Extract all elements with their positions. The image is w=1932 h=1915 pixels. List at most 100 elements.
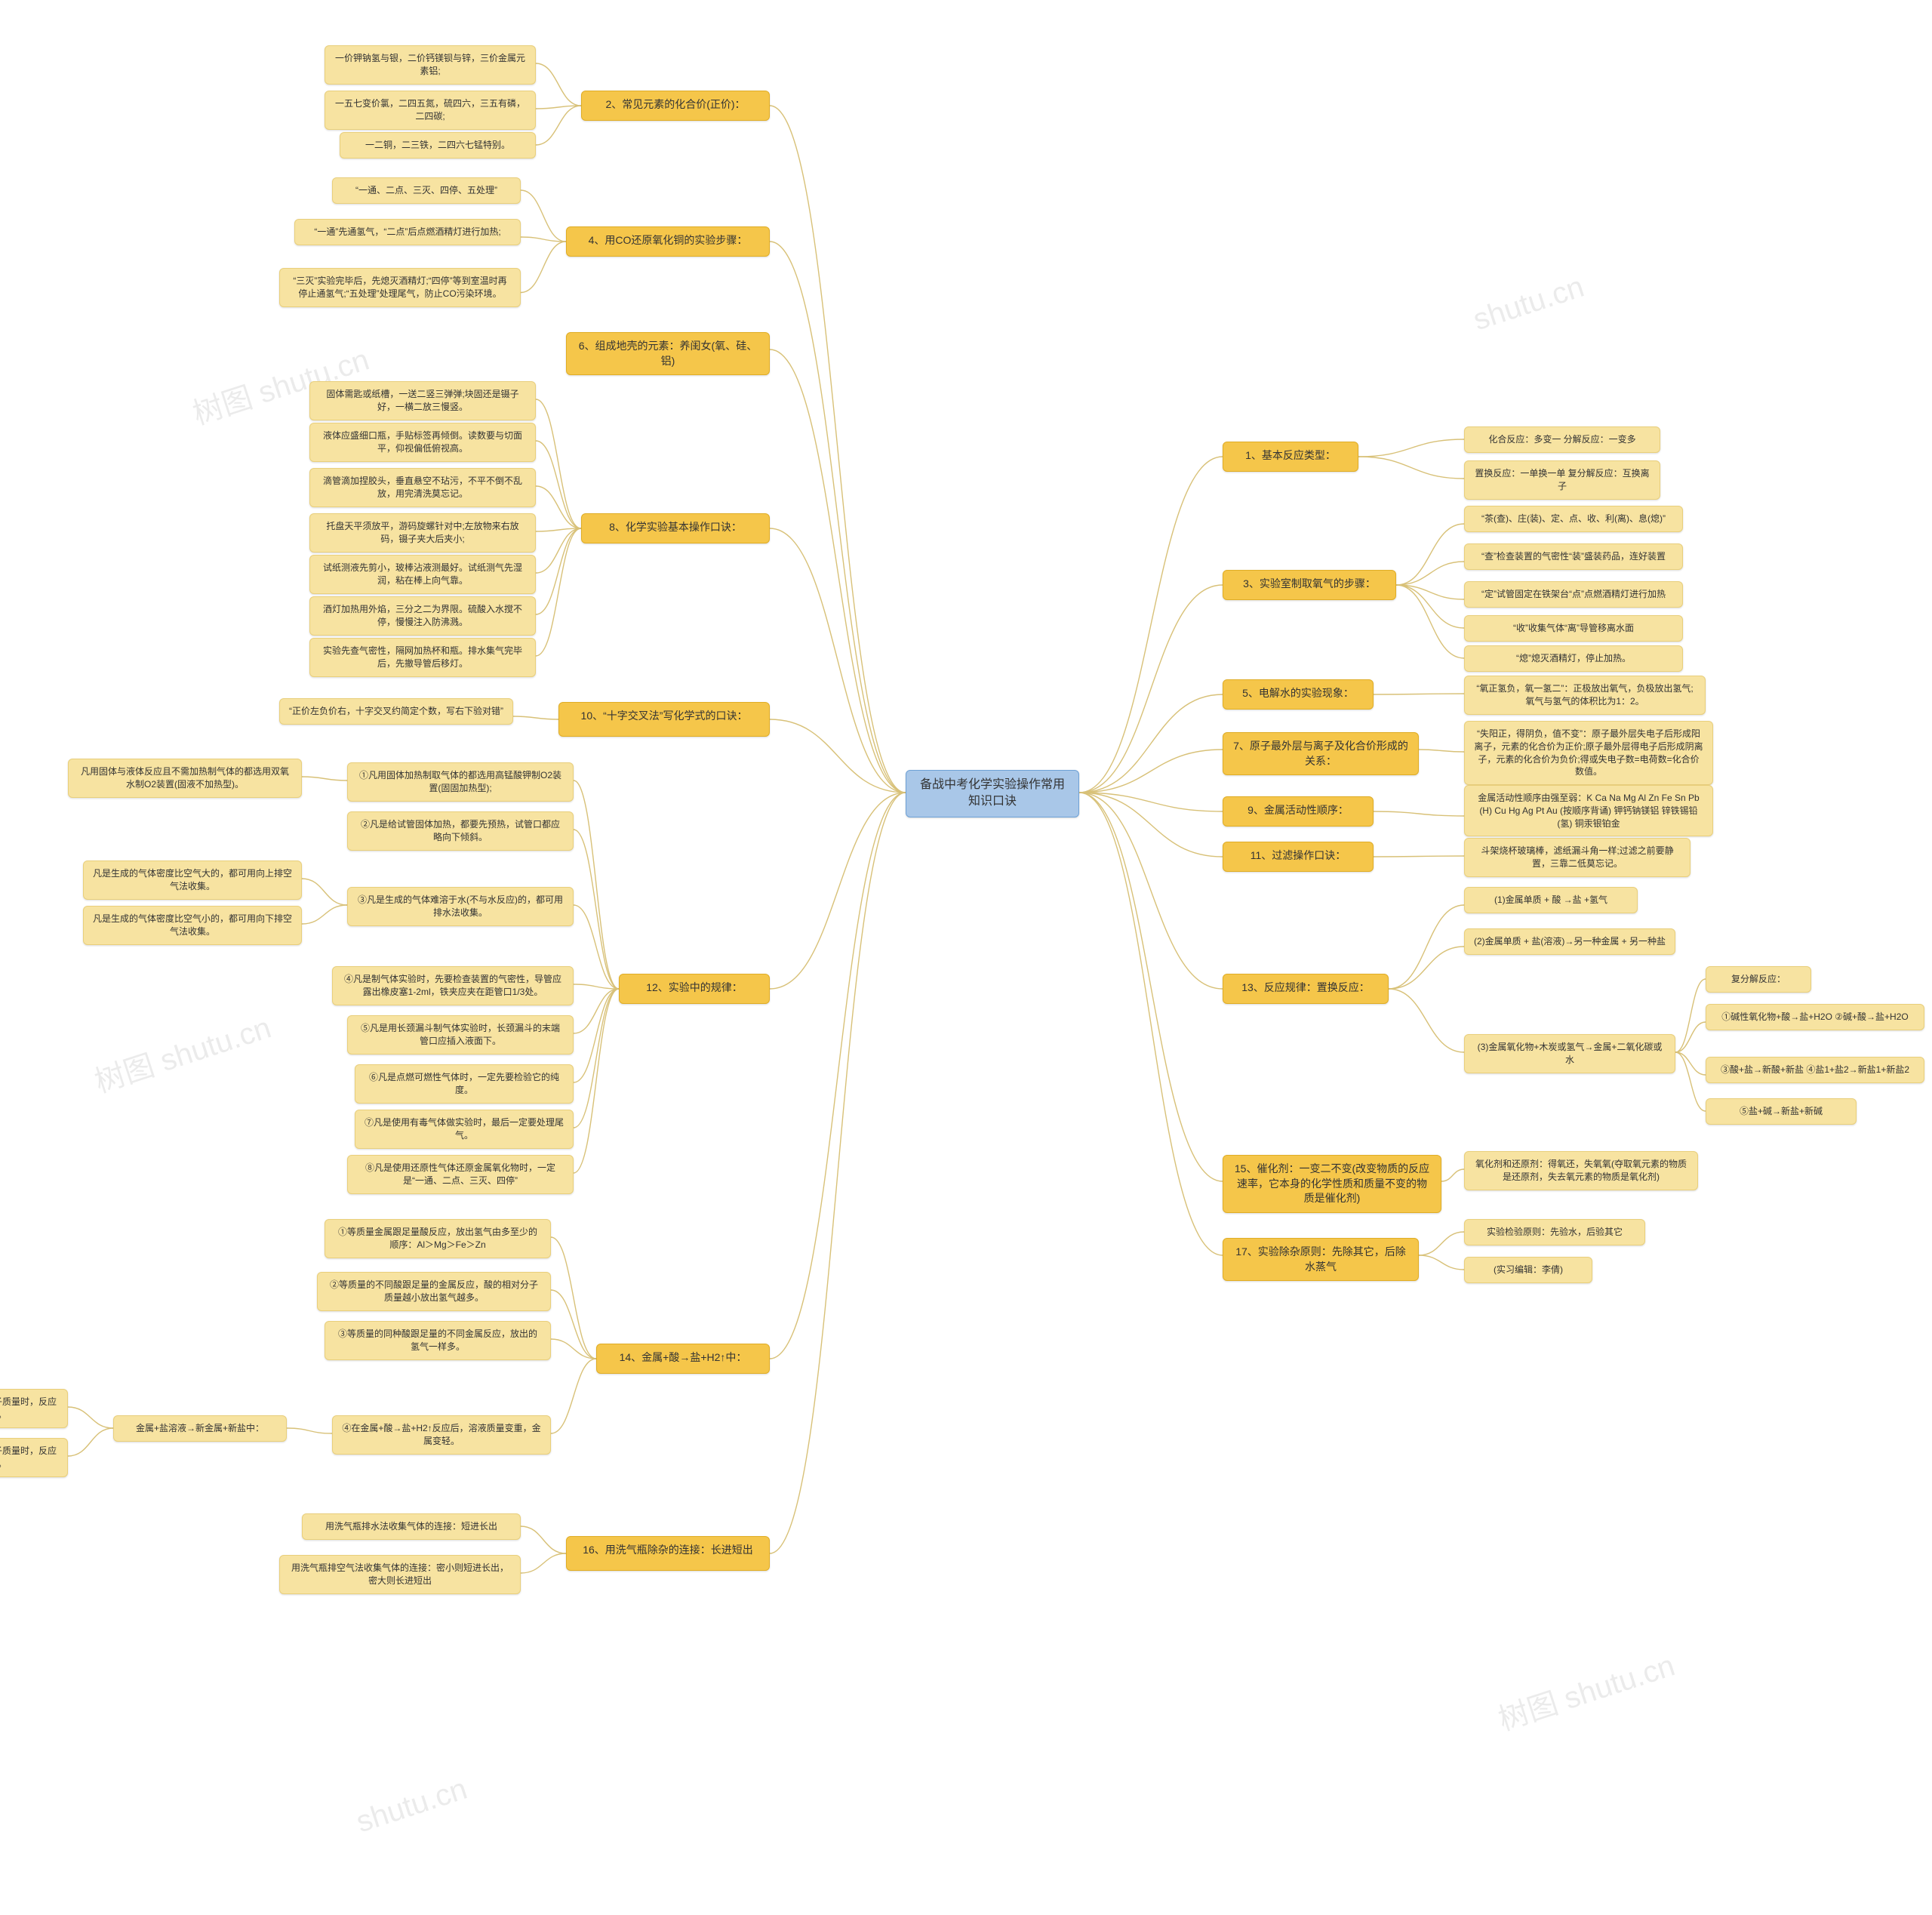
leaf-node-label: “一通”先通氢气，“二点”后点燃酒精灯进行加热;: [314, 226, 500, 237]
branch-node: 10、“十字交叉法”写化学式的口诀：: [558, 702, 770, 737]
watermark: 树图 shutu.cn: [1492, 1641, 1679, 1739]
leaf-node-label: 置换反应：一单换一单 复分解反应：互换离子: [1475, 468, 1649, 491]
leaf-node-label: ②金属的相对原子质量＜新金属的相对原子质量时，反应后溶液的质量变轻，金属变重。: [0, 1445, 57, 1469]
leaf-node-label: 氧化剂和还原剂：得氧还，失氧氧(夺取氧元素的物质是还原剂，失去氧元素的物质是氧化…: [1475, 1159, 1687, 1182]
leaf-node-label: 滴管滴加捏胶头，垂直悬空不玷污，不平不倒不乱放，用完清洗莫忘记。: [323, 476, 522, 499]
branch-node: 8、化学实验基本操作口诀：: [581, 513, 770, 543]
leaf-node-label: 金属活动性顺序由强至弱：K Ca Na Mg Al Zn Fe Sn Pb (H…: [1478, 793, 1699, 829]
leaf-node: ①碱性氧化物+酸→盐+H2O ②碱+酸→盐+H2O: [1706, 1004, 1924, 1030]
branch-node: 9、金属活动性顺序：: [1223, 796, 1374, 827]
leaf-node-label: ⑥凡是点燃可燃性气体时，一定先要检验它的纯度。: [369, 1072, 559, 1095]
leaf-node-label: ④在金属+酸→盐+H2↑反应后，溶液质量变重，金属变轻。: [342, 1423, 540, 1446]
leaf-node: “定”试管固定在铁架台“点”点燃酒精灯进行加热: [1464, 581, 1683, 608]
branch-node-label: 17、实验除杂原则：先除其它，后除水蒸气: [1235, 1245, 1406, 1273]
leaf-node: ①凡用固体加热制取气体的都选用高锰酸钾制O2装置(固固加热型);: [347, 762, 574, 802]
leaf-node-label: 复分解反应：: [1731, 974, 1786, 984]
leaf-node: “三灭”实验完毕后，先熄灭酒精灯;“四停”等到室温时再停止通氢气;“五处理”处理…: [279, 268, 521, 307]
leaf-node-label: ⑦凡是使用有毒气体做实验时，最后一定要处理尾气。: [365, 1117, 564, 1141]
branch-node: 4、用CO还原氧化铜的实验步骤：: [566, 226, 770, 257]
leaf-node: ②等质量的不同酸跟足量的金属反应，酸的相对分子质量越小放出氢气越多。: [317, 1272, 551, 1311]
watermark: 树图 shutu.cn: [88, 1003, 275, 1101]
branch-node-label: 12、实验中的规律：: [646, 981, 743, 993]
leaf-node-label: ②等质量的不同酸跟足量的金属反应，酸的相对分子质量越小放出氢气越多。: [330, 1279, 538, 1303]
leaf-node: ③等质量的同种酸跟足量的不同金属反应，放出的氢气一样多。: [325, 1321, 551, 1360]
leaf-node: 试纸测液先剪小，玻棒沾液测最好。试纸测气先湿润，粘在棒上向气靠。: [309, 555, 536, 594]
branch-node: 11、过滤操作口诀：: [1223, 842, 1374, 872]
leaf-node-label: 托盘天平须放平，游码旋螺针对中;左放物来右放码，镊子夹大后夹小;: [326, 521, 518, 544]
leaf-node: 一价钾钠氢与银，二价钙镁钡与锌，三价金属元素铝;: [325, 45, 536, 85]
leaf-node-label: “茶(查)、庄(装)、定、点、收、利(离)、息(熄)”: [1481, 513, 1666, 524]
branch-node-label: 3、实验室制取氧气的步骤：: [1243, 577, 1376, 590]
branch-node-label: 15、催化剂：一变二不变(改变物质的反应速率，它本身的化学性质和质量不变的物质是…: [1235, 1162, 1429, 1204]
leaf-node: “收”收集气体“离”导管移离水面: [1464, 615, 1683, 642]
leaf-node-label: 一价钾钠氢与银，二价钙镁钡与锌，三价金属元素铝;: [335, 53, 525, 76]
leaf-node-label: ⑤凡是用长颈漏斗制气体实验时，长颈漏斗的末端管口应插入液面下。: [361, 1023, 560, 1046]
leaf-node-label: 用洗气瓶排空气法收集气体的连接：密小则短进长出，密大则长进短出: [291, 1562, 509, 1586]
leaf-node: ①金属的相对原子质量＞新金属的相对原子质量时，反应后溶液的质量变重，金属变轻。: [0, 1389, 68, 1428]
leaf-node-label: 试纸测液先剪小，玻棒沾液测最好。试纸测气先湿润，粘在棒上向气靠。: [323, 562, 522, 586]
leaf-node: 凡是生成的气体密度比空气小的，都可用向下排空气法收集。: [83, 906, 302, 945]
leaf-node-label: (实习编辑：李倩): [1494, 1264, 1563, 1275]
leaf-node-label: ④凡是制气体实验时，先要检查装置的气密性，导管应露出橡皮塞1-2ml，铁夹应夹在…: [344, 974, 561, 997]
branch-node: 16、用洗气瓶除杂的连接：长进短出: [566, 1536, 770, 1571]
leaf-node: ②凡是给试管固体加热，都要先预热，试管口都应略向下倾斜。: [347, 811, 574, 851]
leaf-node: 酒灯加热用外焰，三分之二为界限。硫酸入水搅不停，慢慢注入防沸溅。: [309, 596, 536, 636]
leaf-node: ⑧凡是使用还原性气体还原金属氧化物时，一定是“一通、二点、三灭、四停”: [347, 1155, 574, 1194]
leaf-node: 斗架烧杯玻璃棒，滤纸漏斗角一样;过滤之前要静置，三靠二低莫忘记。: [1464, 838, 1690, 877]
mindmap-canvas: 树图 shutu.cnshutu.cn树图 shutu.cn树图 shutu.c…: [0, 0, 1932, 1915]
leaf-node-label: ③等质量的同种酸跟足量的不同金属反应，放出的氢气一样多。: [338, 1328, 537, 1352]
leaf-node: (1)金属单质 + 酸 →盐 +氢气: [1464, 887, 1638, 913]
leaf-node-label: “失阳正，得阴负，值不变”：原子最外层失电子后形成阳离子，元素的化合价为正价;原…: [1474, 728, 1703, 777]
branch-node-label: 8、化学实验基本操作口诀：: [609, 521, 742, 533]
leaf-node: 实验先查气密性，隔网加热杯和瓶。排水集气完毕后，先撤导管后移灯。: [309, 638, 536, 677]
leaf-node: 凡是生成的气体密度比空气大的，都可用向上排空气法收集。: [83, 861, 302, 900]
branch-node-label: 2、常见元素的化合价(正价)：: [605, 98, 745, 110]
leaf-node: 氧化剂和还原剂：得氧还，失氧氧(夺取氧元素的物质是还原剂，失去氧元素的物质是氧化…: [1464, 1151, 1698, 1190]
branch-node: 17、实验除杂原则：先除其它，后除水蒸气: [1223, 1238, 1419, 1281]
branch-node: 3、实验室制取氧气的步骤：: [1223, 570, 1396, 600]
leaf-node-label: ①碱性氧化物+酸→盐+H2O ②碱+酸→盐+H2O: [1721, 1011, 1908, 1022]
leaf-node-label: 一二铜，二三铁，二四六七锰特别。: [365, 140, 510, 150]
branch-node-label: 5、电解水的实验现象：: [1242, 687, 1354, 699]
branch-node: 7、原子最外层与离子及化合价形成的关系：: [1223, 732, 1419, 775]
leaf-node-label: (2)金属单质 + 盐(溶液)→另一种金属 + 另一种盐: [1474, 936, 1666, 947]
leaf-node-label: 凡用固体与液体反应且不需加热制气体的都选用双氧水制O2装置(固液不加热型)。: [81, 766, 289, 790]
leaf-node: “氧正氢负，氧一氢二”：正极放出氧气，负极放出氢气;氧气与氢气的体积比为1：2。: [1464, 676, 1706, 715]
leaf-node: “熄”熄灭酒精灯，停止加热。: [1464, 645, 1683, 672]
leaf-node: (3)金属氧化物+木炭或氢气→金属+二氧化碳或水: [1464, 1034, 1675, 1073]
branch-node-label: 4、用CO还原氧化铜的实验步骤：: [589, 234, 748, 246]
leaf-node: “查”检查装置的气密性“装”盛装药品，连好装置: [1464, 543, 1683, 570]
leaf-node-label: ①金属的相对原子质量＞新金属的相对原子质量时，反应后溶液的质量变重，金属变轻。: [0, 1396, 57, 1420]
leaf-node: 实验检验原则：先验水，后验其它: [1464, 1219, 1645, 1245]
leaf-node-label: “氧正氢负，氧一氢二”：正极放出氧气，负极放出氢气;氧气与氢气的体积比为1：2。: [1476, 683, 1693, 707]
branch-node: 14、金属+酸→盐+H2↑中：: [596, 1344, 770, 1374]
leaf-node: ①等质量金属跟足量酸反应，放出氢气由多至少的顺序：Al＞Mg＞Fe＞Zn: [325, 1219, 551, 1258]
branch-node-label: 7、原子最外层与离子及化合价形成的关系：: [1233, 740, 1408, 767]
leaf-node: ③酸+盐→新酸+新盐 ④盐1+盐2→新盐1+新盐2: [1706, 1057, 1924, 1083]
leaf-node-label: “定”试管固定在铁架台“点”点燃酒精灯进行加热: [1481, 589, 1666, 599]
leaf-node: 置换反应：一单换一单 复分解反应：互换离子: [1464, 460, 1660, 500]
leaf-node: 化合反应：多变一 分解反应：一变多: [1464, 426, 1660, 453]
leaf-node-label: (3)金属氧化物+木炭或氢气→金属+二氧化碳或水: [1478, 1042, 1663, 1065]
branch-node-label: 10、“十字交叉法”写化学式的口诀：: [581, 710, 748, 722]
branch-node-label: 16、用洗气瓶除杂的连接：长进短出: [583, 1544, 753, 1556]
leaf-node: “一通”先通氢气，“二点”后点燃酒精灯进行加热;: [294, 219, 521, 245]
leaf-node-label: (1)金属单质 + 酸 →盐 +氢气: [1494, 894, 1607, 905]
leaf-node-label: 凡是生成的气体密度比空气小的，都可用向下排空气法收集。: [93, 913, 292, 937]
branch-node-label: 1、基本反应类型：: [1245, 449, 1336, 461]
leaf-node: 液体应盛细口瓶，手贴标签再倾倒。读数要与切面平，仰视偏低俯视高。: [309, 423, 536, 462]
branch-node-label: 13、反应规律：置换反应：: [1241, 981, 1370, 993]
leaf-node: ⑥凡是点燃可燃性气体时，一定先要检验它的纯度。: [355, 1064, 574, 1104]
leaf-node-label: “一通、二点、三灭、四停、五处理”: [355, 185, 497, 196]
root-node: 备战中考化学实验操作常用知识口诀: [906, 770, 1079, 817]
leaf-node: (实习编辑：李倩): [1464, 1257, 1592, 1283]
leaf-node-label: ③凡是生成的气体难溶于水(不与水反应)的，都可用排水法收集。: [358, 894, 563, 918]
leaf-node: “一通、二点、三灭、四停、五处理”: [332, 177, 521, 204]
leaf-node: 金属+盐溶液→新金属+新盐中：: [113, 1415, 287, 1442]
leaf-node: (2)金属单质 + 盐(溶液)→另一种金属 + 另一种盐: [1464, 928, 1675, 955]
leaf-node: 凡用固体与液体反应且不需加热制气体的都选用双氧水制O2装置(固液不加热型)。: [68, 759, 302, 798]
branch-node: 15、催化剂：一变二不变(改变物质的反应速率，它本身的化学性质和质量不变的物质是…: [1223, 1155, 1441, 1213]
leaf-node: 金属活动性顺序由强至弱：K Ca Na Mg Al Zn Fe Sn Pb (H…: [1464, 785, 1713, 836]
leaf-node: “失阳正，得阴负，值不变”：原子最外层失电子后形成阳离子，元素的化合价为正价;原…: [1464, 721, 1713, 785]
branch-node: 13、反应规律：置换反应：: [1223, 974, 1389, 1004]
